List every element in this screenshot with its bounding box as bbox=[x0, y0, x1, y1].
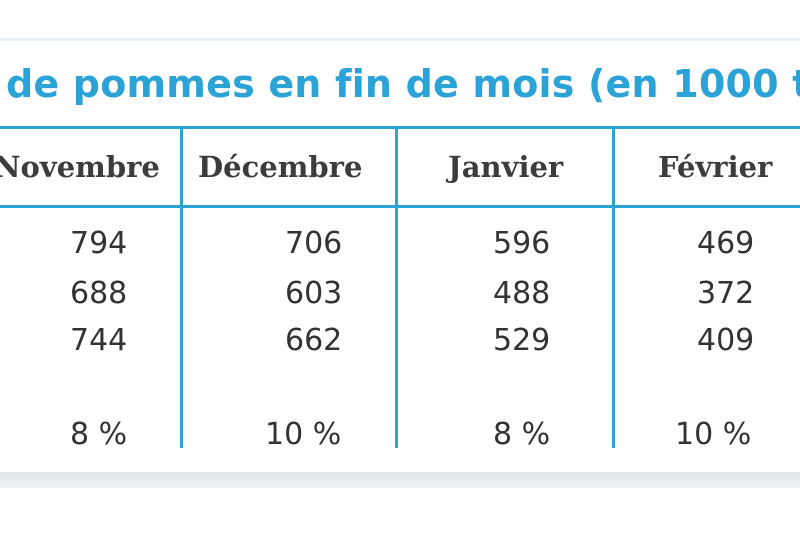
table-cell-percent: 10 % bbox=[675, 417, 752, 452]
header-rule bbox=[0, 205, 800, 208]
column-header-decembre: Décembre bbox=[198, 150, 363, 184]
table-cell-percent: 10 % bbox=[265, 417, 342, 452]
table-cell: 706 bbox=[285, 226, 343, 261]
column-divider bbox=[612, 126, 615, 448]
table-cell: 488 bbox=[493, 276, 551, 311]
table-cell: 469 bbox=[697, 226, 755, 261]
table-cell: 529 bbox=[493, 323, 551, 358]
table-cell: 372 bbox=[697, 276, 755, 311]
column-header-novembre: Novembre bbox=[0, 150, 160, 184]
table-cell: 688 bbox=[70, 276, 128, 311]
table-cell: 662 bbox=[285, 323, 343, 358]
table-cell: 596 bbox=[493, 226, 551, 261]
column-header-fevrier: Février bbox=[658, 150, 773, 184]
column-divider bbox=[180, 126, 183, 448]
table-cell: 603 bbox=[285, 276, 343, 311]
top-frame-band bbox=[0, 38, 800, 41]
table-cell-percent: 8 % bbox=[493, 417, 551, 452]
table-title: de pommes en fin de mois (en 1000 to bbox=[6, 62, 800, 106]
table-cell: 744 bbox=[70, 323, 128, 358]
table-top-rule bbox=[0, 126, 800, 129]
column-header-janvier: Janvier bbox=[448, 150, 564, 184]
table-cell-percent: 8 % bbox=[70, 417, 128, 452]
table-cell: 794 bbox=[70, 226, 128, 261]
bottom-frame-band bbox=[0, 472, 800, 488]
table-cell: 409 bbox=[697, 323, 755, 358]
column-divider bbox=[395, 126, 398, 448]
